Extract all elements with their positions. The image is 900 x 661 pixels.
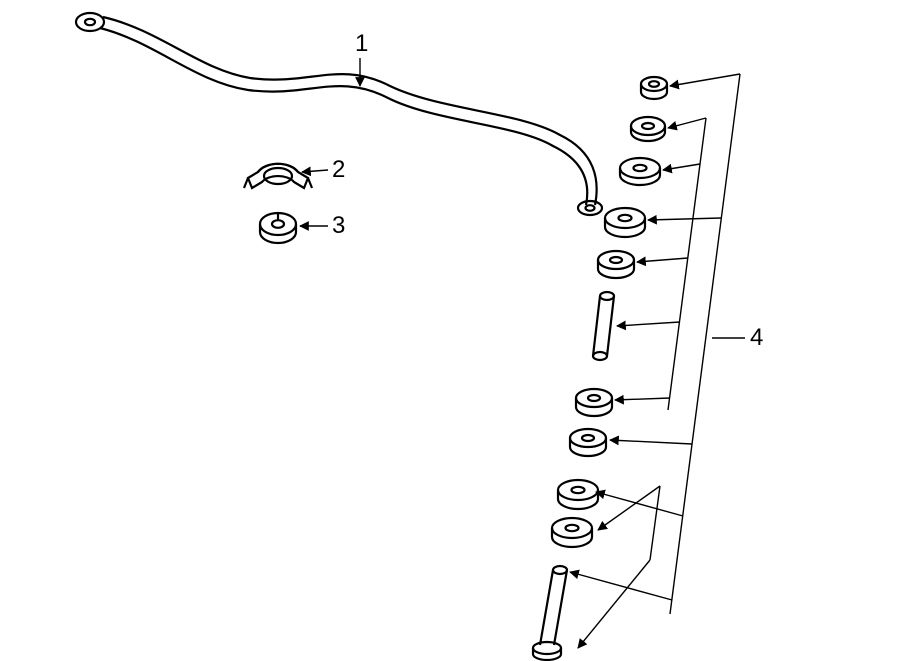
callout-2: 2 bbox=[332, 156, 345, 184]
bushing bbox=[260, 213, 296, 243]
callout-leaders bbox=[300, 58, 360, 226]
callout-4: 4 bbox=[750, 324, 763, 352]
callout-3: 3 bbox=[332, 212, 345, 240]
stabilizer-bar bbox=[76, 13, 602, 215]
bushing-bracket bbox=[244, 164, 312, 188]
parts-diagram bbox=[0, 0, 900, 661]
callout-1: 1 bbox=[355, 30, 368, 58]
link-kit bbox=[533, 77, 667, 660]
bracket-lines bbox=[570, 74, 745, 648]
